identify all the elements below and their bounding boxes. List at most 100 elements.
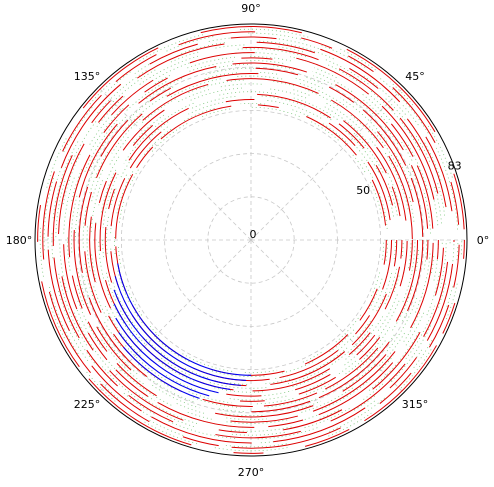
red-arc [257,104,279,109]
dotted-arc [313,75,336,87]
red-arc [232,62,308,73]
dotted-arc [301,387,354,413]
red-arc [282,409,343,431]
red-arc [362,109,407,166]
dotted-arc [149,325,162,339]
dotted-arc [55,180,66,238]
dotted-arc [272,394,327,411]
dotted-arc [404,162,422,215]
r-tick-label: 83 [448,159,462,172]
red-arc [100,119,129,157]
dotted-arc [118,201,125,226]
red-arc [375,165,394,206]
dotted-arc [328,412,372,437]
red-arc [377,131,414,203]
dotted-arc [220,83,262,88]
dotted-arc [372,260,391,311]
red-arc [53,257,80,339]
red-arc [263,392,318,407]
red-arc [328,122,356,146]
red-arc [73,230,92,315]
dotted-arc [165,375,199,392]
dotted-arc [77,268,91,311]
red-arc [351,293,387,346]
red-arc [226,78,319,94]
dotted-arc [322,383,339,393]
red-arc [78,123,118,198]
dotted-arc [104,322,123,348]
red-arc [330,99,384,149]
dotted-arc [423,189,431,234]
red-arc [434,247,444,296]
dotted-arc [69,121,97,167]
red-arc [230,36,277,40]
dotted-arc [415,248,420,271]
dotted-arc [393,274,400,293]
red-arc [248,370,285,376]
grid-spoke [250,239,405,394]
red-arcs-series [37,26,465,454]
dotted-arc [58,273,88,347]
red-arc [109,370,184,421]
dotted-arc [106,289,140,344]
red-arc [61,276,94,351]
dotted-arc [62,153,81,205]
dotted-arc [184,368,211,380]
red-arc [379,372,412,404]
red-arc [91,100,111,124]
dotted-arc [91,254,98,283]
red-arc [428,304,450,348]
dotted-arc [305,89,338,106]
dotted-arc [213,44,245,49]
dotted-arc [109,136,129,166]
dotted-arc [209,382,268,389]
dotted-arc [407,161,418,184]
dotted-arc [132,114,165,144]
dotted-arc [236,48,307,58]
red-arc [426,263,454,341]
grid-circle [77,66,425,414]
dotted-arc [182,107,215,122]
dotted-arc [292,97,338,120]
dotted-arc [152,75,170,86]
theta-tick-label: 135° [74,70,101,83]
red-arc [355,315,371,335]
red-arc [84,251,102,313]
red-arc [410,177,424,237]
red-arc [137,43,225,79]
dotted-arc [336,90,386,134]
red-arc [128,107,189,161]
red-arc [52,154,73,247]
red-arc [343,120,387,174]
dotted-arc [106,216,109,257]
dotted-arc [187,60,234,73]
dotted-arc [113,236,116,258]
dotted-arc [394,152,412,191]
dotted-arc [185,79,244,95]
dotted-arc [165,36,214,52]
dotted-arc [110,69,156,105]
dotted-arc [342,363,376,391]
dotted-arc [144,421,198,445]
dotted-arc [99,380,121,401]
red-arc [256,41,315,54]
theta-tick-label: 225° [74,398,101,411]
dotted-arc [49,286,79,355]
dotted-arc [345,327,391,375]
red-arc [391,186,401,217]
red-arc [138,65,217,104]
dotted-arc [98,241,105,279]
red-arc [78,186,89,273]
red-arc [268,419,304,428]
red-arc [296,57,369,95]
dotted-arc [302,351,323,363]
dotted-arc [342,133,374,172]
red-arc [390,123,414,157]
red-arc [364,345,437,422]
red-arc [410,165,429,229]
red-arc [304,334,349,365]
dotted-arc [321,379,371,410]
dotted-arc [91,169,104,203]
red-arc [383,239,387,265]
dotted-arc [392,284,414,331]
